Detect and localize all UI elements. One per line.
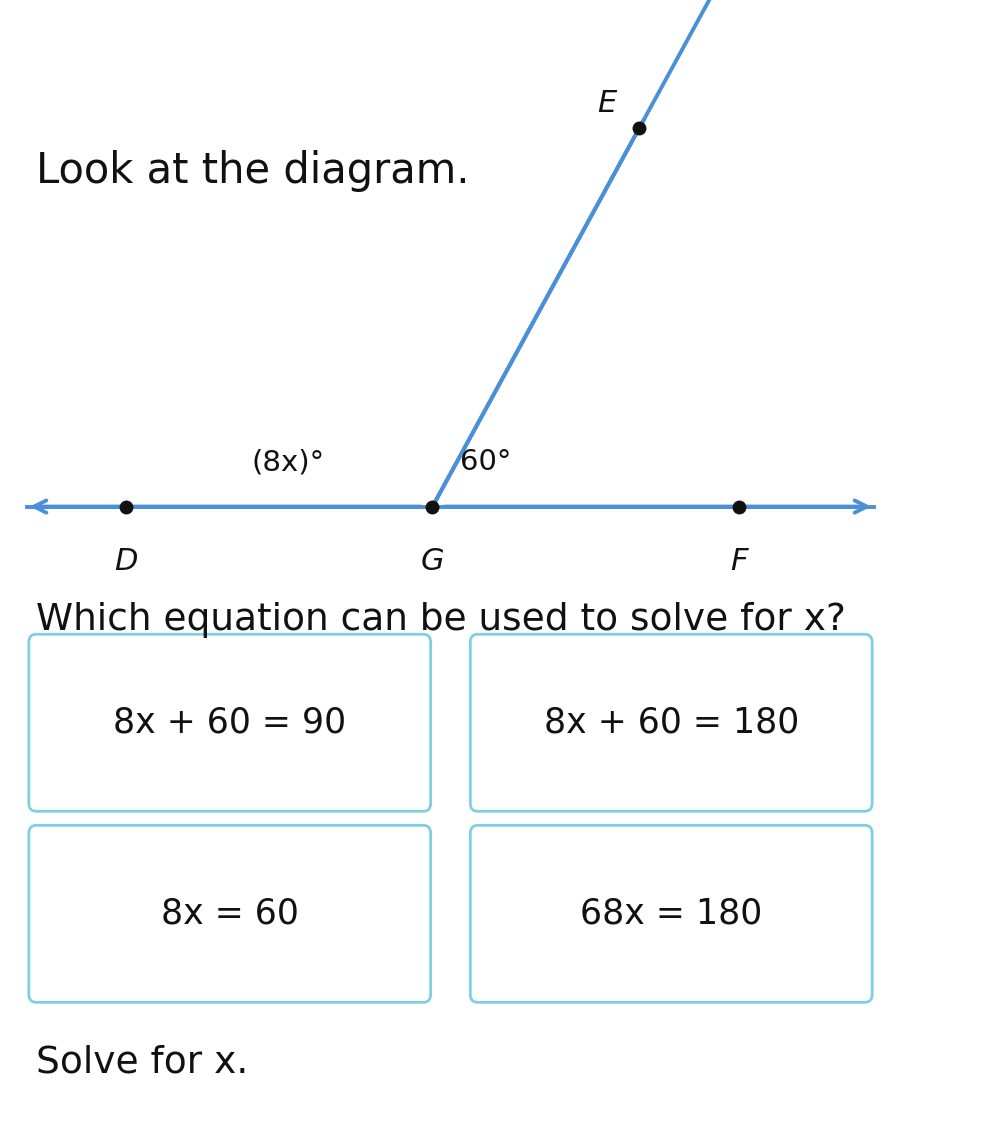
Text: Solve for x.: Solve for x.: [36, 1044, 248, 1080]
Text: D: D: [115, 547, 138, 576]
FancyBboxPatch shape: [470, 634, 872, 811]
Text: E: E: [597, 89, 617, 118]
Text: 8x + 60 = 90: 8x + 60 = 90: [113, 705, 346, 740]
Text: 60°: 60°: [459, 449, 511, 476]
Text: 68x = 180: 68x = 180: [580, 897, 762, 930]
Text: 8x + 60 = 180: 8x + 60 = 180: [543, 705, 799, 740]
Text: 8x = 60: 8x = 60: [161, 897, 298, 930]
FancyBboxPatch shape: [28, 826, 431, 1002]
Text: Look at the diagram.: Look at the diagram.: [36, 150, 470, 191]
Text: F: F: [730, 547, 748, 576]
Text: Which equation can be used to solve for x?: Which equation can be used to solve for …: [36, 602, 846, 638]
Text: G: G: [421, 547, 444, 576]
Text: (8x)°: (8x)°: [251, 449, 325, 476]
FancyBboxPatch shape: [470, 826, 872, 1002]
FancyBboxPatch shape: [28, 634, 431, 811]
